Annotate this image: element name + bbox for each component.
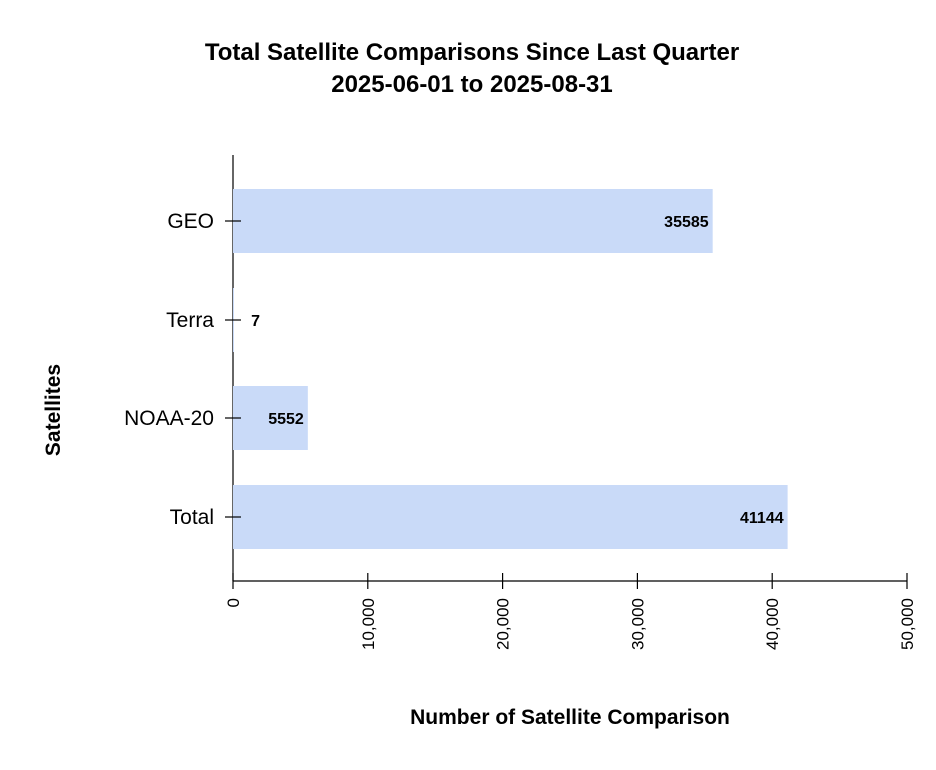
- x-axis-title: Number of Satellite Comparison: [410, 706, 730, 729]
- data-label-geo: 35585: [664, 214, 709, 231]
- x-tick-label-40000: 40,000: [763, 598, 782, 650]
- y-tick-label-total: Total: [170, 506, 214, 529]
- data-label-noaa-20: 5552: [268, 411, 304, 428]
- chart-title-line-2: 2025-06-01 to 2025-08-31: [331, 71, 613, 98]
- y-ticks-group: GEO Terra NOAA-20 Total: [124, 210, 241, 529]
- y-tick-label-terra: Terra: [166, 309, 214, 332]
- y-tick-label-geo: GEO: [167, 210, 214, 233]
- bar-noaa-20: [233, 386, 308, 450]
- data-label-terra: 7: [251, 313, 260, 330]
- y-tick-label-noaa-20: NOAA-20: [124, 407, 214, 430]
- y-axis-title: Satellites: [42, 364, 65, 456]
- bar-total: [233, 485, 788, 549]
- x-tick-label-30000: 30,000: [628, 598, 647, 650]
- x-tick-label-50000: 50,000: [898, 598, 917, 650]
- x-tick-label-20000: 20,000: [494, 598, 513, 650]
- x-tick-label-10000: 10,000: [359, 598, 378, 650]
- bar-geo: [233, 189, 713, 253]
- x-ticks-group: 0 10,000 20,000 30,000 40,000 50,000: [224, 573, 917, 650]
- chart-title-line-1: Total Satellite Comparisons Since Last Q…: [205, 39, 739, 66]
- bars-group: 35585 7 5552 41144: [233, 189, 788, 549]
- data-label-total: 41144: [740, 510, 784, 527]
- x-tick-label-0: 0: [224, 598, 243, 607]
